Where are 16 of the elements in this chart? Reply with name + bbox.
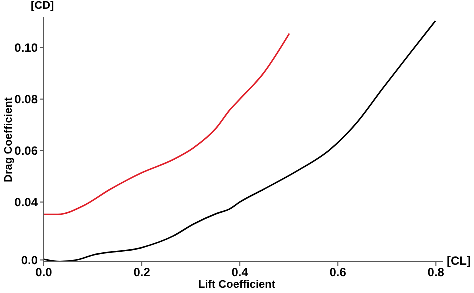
- x-tick-label: 0.0: [36, 266, 53, 280]
- y-tick-label: 0.04: [14, 196, 38, 210]
- y-tick-label: 0.10: [14, 41, 38, 56]
- y-tick-label: 0.08: [14, 92, 38, 107]
- y-tick-label: 0.06: [14, 144, 38, 158]
- text: [CL]: [447, 254, 471, 268]
- x-tick-label: 0.8: [428, 266, 445, 280]
- x-tick-label: 0.4: [232, 266, 249, 280]
- y-tick-label: 0.0: [21, 253, 38, 268]
- line-series: [44, 20, 436, 262]
- x-axis-title: Lift Coefficient: [198, 279, 276, 291]
- y-axis-title: Drag Coefficient: [3, 97, 15, 182]
- line-series: [44, 32, 290, 216]
- x-tick-label: 0.6: [330, 266, 347, 280]
- x-tick-label: 0.2: [134, 266, 151, 280]
- text: [CD]: [31, 0, 54, 12]
